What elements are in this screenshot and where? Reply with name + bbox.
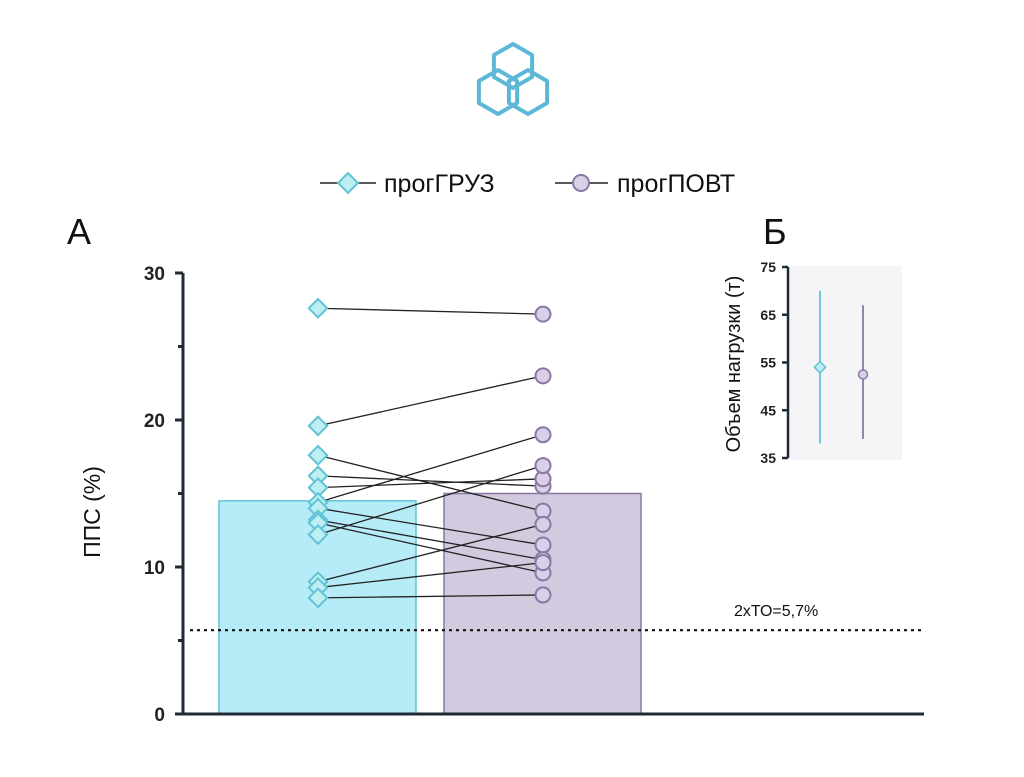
mean-error-bars [813, 290, 869, 444]
y-tick-label-b: 35 [760, 450, 776, 466]
pair-line [317, 375, 544, 427]
panel-a-chart: 2хТО=5,7% 0 10 20 30 ППС (%) [79, 264, 924, 726]
point-load [307, 415, 329, 437]
reference-line-label: 2хТО=5,7% [734, 603, 818, 620]
cube-cluster-logo-icon [476, 42, 550, 116]
point-load [307, 524, 329, 546]
y-tick-label-a: 20 [144, 411, 165, 432]
y-ticks-a: 0 10 20 30 [144, 264, 183, 726]
pair-line [317, 507, 544, 546]
mean-marker-reps [857, 369, 869, 380]
point-reps [534, 515, 552, 533]
pair-line [317, 307, 544, 315]
logo-hexagon [506, 68, 550, 116]
point-load [307, 587, 329, 609]
legend: прогГРУЗ прогПОВТ [320, 170, 735, 198]
legend-label-load: прогГРУЗ [384, 170, 495, 198]
paired-points [307, 297, 552, 609]
y-tick-label-a: 30 [144, 264, 165, 285]
point-reps [534, 536, 552, 554]
logo-hexagon [476, 68, 520, 116]
y-tick-label-b: 45 [760, 402, 776, 418]
y-ticks-b: 35 45 55 65 75 [760, 259, 788, 466]
point-reps [534, 586, 552, 604]
pair-line [317, 434, 544, 503]
y-axis-label-b: Объем нагрузки (т) [723, 276, 745, 453]
panel-b-chart: 35 45 55 65 75 Объем нагрузки (т) [723, 259, 902, 466]
pair-line [317, 561, 544, 589]
y-tick-label-b: 75 [760, 259, 776, 275]
legend-marker-circle [572, 174, 590, 192]
inset-background [788, 266, 902, 460]
legend-label-reps: прогПОВТ [617, 170, 735, 198]
pair-line [317, 478, 544, 489]
point-load [307, 444, 329, 466]
y-tick-label-a: 0 [154, 705, 165, 726]
pair-line [317, 594, 544, 599]
point-reps [534, 554, 552, 572]
mean-marker-load [813, 360, 827, 374]
legend-marker-diamond [336, 171, 360, 195]
paired-lines [317, 307, 544, 599]
panel-letter-a: А [67, 211, 91, 252]
y-tick-label-b: 65 [760, 307, 776, 323]
point-load [307, 512, 329, 534]
y-tick-label-b: 55 [760, 355, 776, 371]
logo-hexagon [491, 42, 535, 90]
point-reps [534, 305, 552, 323]
pair-line [317, 522, 544, 574]
y-tick-label-a: 10 [144, 558, 165, 579]
point-load [307, 297, 329, 319]
point-load [307, 497, 329, 519]
panel-letter-b: Б [763, 211, 787, 252]
point-reps [534, 457, 552, 475]
point-reps [534, 426, 552, 444]
pair-line [317, 519, 544, 561]
pair-line [317, 475, 544, 487]
point-load [307, 465, 329, 487]
pair-line [317, 523, 544, 583]
point-reps [534, 367, 552, 385]
y-axis-label-a: ППС (%) [79, 466, 105, 558]
pair-line [317, 464, 544, 536]
point-load [307, 477, 329, 499]
